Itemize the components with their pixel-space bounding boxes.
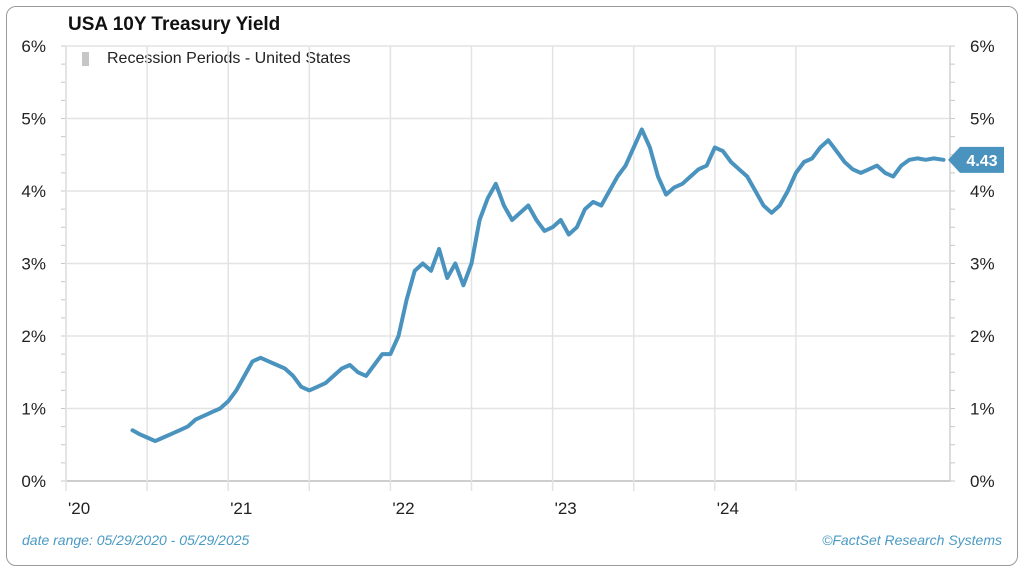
y-tick-label-right: 1% [970,400,995,419]
legend-swatch-recession [82,52,89,66]
y-tick-label-left: 0% [21,472,46,491]
last-value-label: 4.43 [966,153,997,170]
date-range-label: date range: 05/29/2020 - 05/29/2025 [22,532,250,548]
source-label: ©FactSet Research Systems [822,532,1002,548]
chart-title: USA 10Y Treasury Yield [68,14,281,35]
x-tick-label: '23 [555,499,577,518]
y-tick-label-left: 3% [21,255,46,274]
y-tick-label-right: 2% [970,327,995,346]
x-tick-label: '21 [230,499,252,518]
chart-frame [6,6,1018,566]
series-line [130,127,946,444]
y-tick-label-right: 3% [970,255,995,274]
x-tick-label: '20 [68,499,90,518]
x-tick-label: '22 [392,499,414,518]
x-tick-label: '24 [717,499,739,518]
y-tick-label-left: 6% [21,37,46,56]
y-tick-label-right: 4% [970,182,995,201]
y-tick-label-right: 6% [970,37,995,56]
y-tick-label-right: 0% [970,472,995,491]
y-tick-label-left: 4% [21,182,46,201]
y-tick-label-left: 2% [21,327,46,346]
y-tick-label-left: 1% [21,400,46,419]
y-tick-label-right: 5% [970,110,995,129]
y-tick-label-left: 5% [21,110,46,129]
last-value-badge [948,146,1004,173]
